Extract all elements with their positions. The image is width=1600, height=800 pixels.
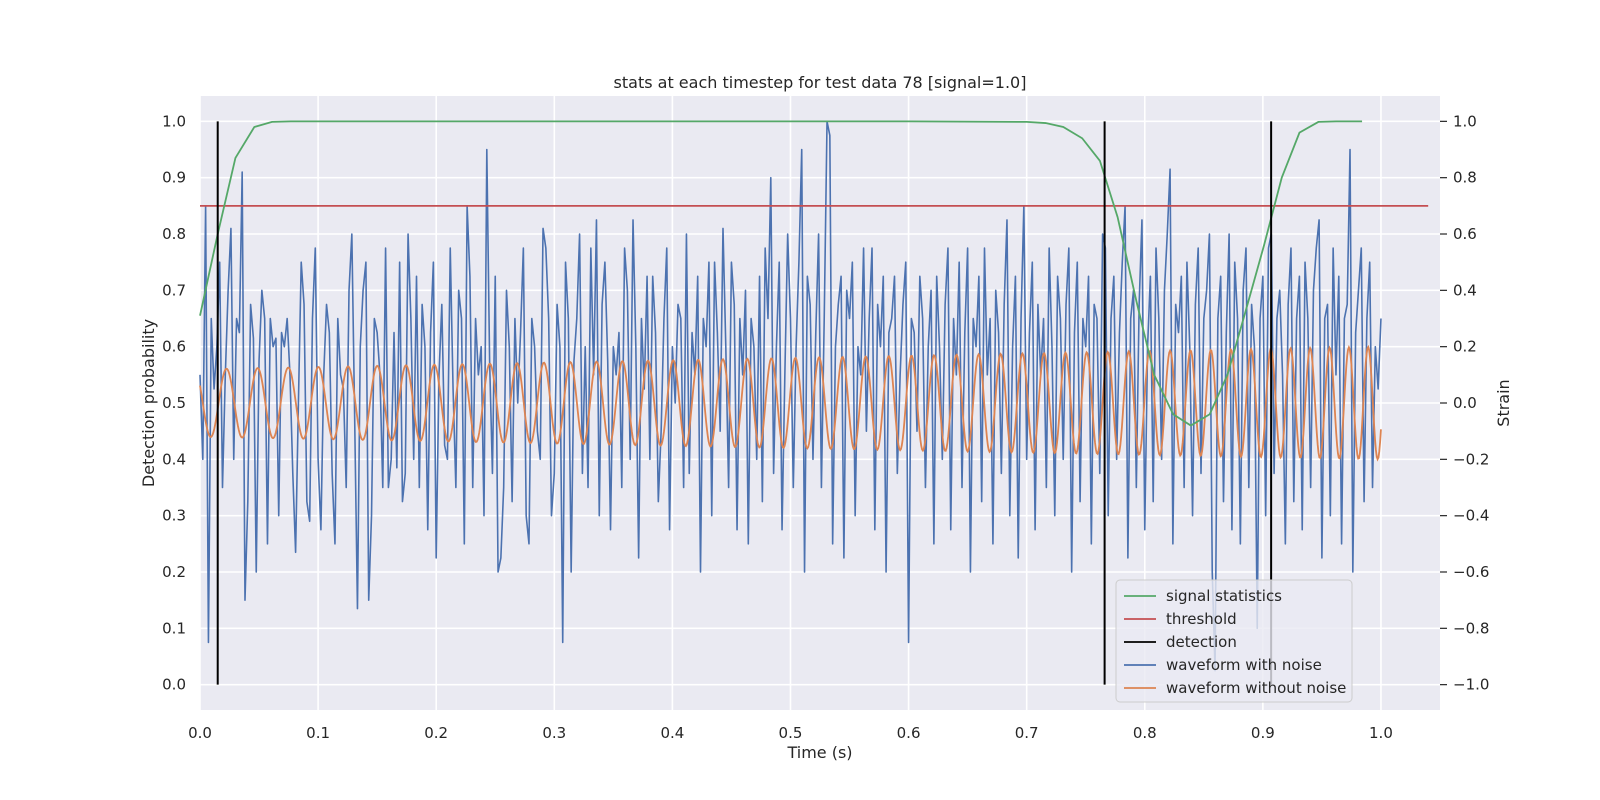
y2-tick-label: −0.4 — [1453, 507, 1489, 525]
x-tick-label: 0.3 — [542, 724, 566, 742]
y2-axis-label: Strain — [1494, 379, 1513, 426]
axes: 0.0 0.1 0.2 0.3 0.4 0.5 0.6 0.7 0.8 0.9 1.0 0.0 0.1 0… — [162, 112, 1489, 742]
legend-label: threshold — [1166, 610, 1237, 628]
y-tick-label: 0.5 — [162, 394, 186, 412]
y2-tick-label: −0.2 — [1453, 450, 1489, 468]
x-axis-label: Time (s) — [786, 743, 852, 762]
legend-label: detection — [1166, 633, 1237, 651]
x-tick-label: 0.6 — [897, 724, 921, 742]
y-axis-label: Detection probability — [139, 319, 158, 487]
y-tick-label: 0.6 — [162, 338, 186, 356]
y2-tick-label: 0.4 — [1453, 281, 1477, 299]
legend-box — [1115, 579, 1353, 703]
y2-tick-label: 0.0 — [1453, 394, 1477, 412]
y2-tick-label: −1.0 — [1453, 676, 1489, 694]
legend-label: waveform without noise — [1166, 679, 1346, 697]
y-tick-label: 0.4 — [162, 450, 186, 468]
chart-title: stats at each timestep for test data 78 … — [614, 73, 1027, 92]
y2-tick-label: −0.8 — [1453, 619, 1489, 637]
y-tick-label: 1.0 — [162, 112, 186, 130]
y-tick-label: 0.2 — [162, 563, 186, 581]
x-tick-label: 0.1 — [306, 724, 330, 742]
legend-label: signal statistics — [1166, 587, 1282, 605]
y2-tick-label: 0.2 — [1453, 338, 1477, 356]
y2-tick-label: 0.6 — [1453, 225, 1477, 243]
y2-tick-label: −0.6 — [1453, 563, 1489, 581]
x-tick-label: 0.4 — [660, 724, 684, 742]
y-tick-label: 0.1 — [162, 619, 186, 637]
y2-tick-label: 1.0 — [1453, 112, 1477, 130]
legend-label: waveform with noise — [1166, 656, 1322, 674]
y-tick-label: 0.7 — [162, 281, 186, 299]
x-tick-label: 0.9 — [1251, 724, 1275, 742]
x-tick-label: 0.5 — [779, 724, 803, 742]
y-tick-label: 0.0 — [162, 676, 186, 694]
series-waveform-with-noise — [199, 120, 1382, 672]
legend: signal statistics threshold detection wavef… — [1115, 579, 1353, 703]
y-tick-label: 0.8 — [162, 225, 186, 243]
series-layer — [199, 120, 1429, 685]
y-tick-label: 0.9 — [162, 169, 186, 187]
x-tick-label: 0.2 — [424, 724, 448, 742]
x-tick-label: 0.7 — [1015, 724, 1039, 742]
y2-tick-label: 0.8 — [1453, 169, 1477, 187]
series-waveform-without-noise — [199, 344, 1382, 462]
x-tick-label: 0.0 — [188, 724, 212, 742]
x-tick-label: 0.8 — [1133, 724, 1157, 742]
x-tick-label: 1.0 — [1369, 724, 1393, 742]
y-tick-label: 0.3 — [162, 507, 186, 525]
series-signal-statistics — [199, 120, 1363, 427]
